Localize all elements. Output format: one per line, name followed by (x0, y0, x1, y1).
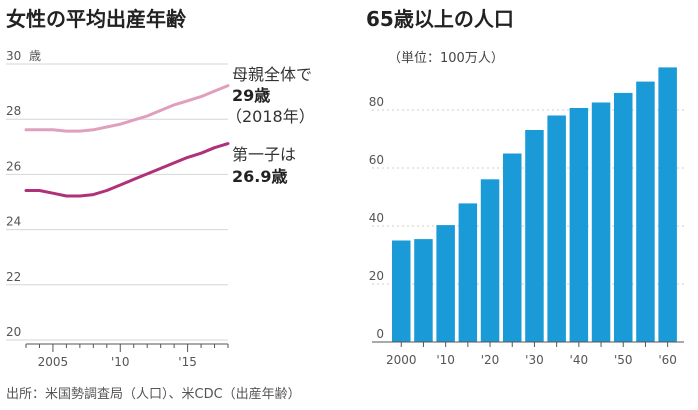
right-y-tick-label: 0 (376, 327, 384, 341)
bar (569, 108, 589, 342)
right-x-tick-label: '10 (436, 353, 455, 367)
bar (525, 130, 544, 342)
right-chart-title: 65歳以上の人口 (366, 7, 514, 31)
bar (480, 179, 500, 342)
left-x-tick-label: '15 (178, 355, 197, 369)
left-y-tick-label: 22 (6, 270, 21, 284)
series-line-first-child (24, 142, 230, 198)
right-y-tick-label: 20 (369, 269, 384, 283)
left-y-unit-label: 歳 (29, 49, 41, 63)
bar (614, 92, 633, 343)
annotation-all-line3: （2018年） (226, 107, 315, 126)
right-bars (392, 67, 677, 343)
right-y-tick-label: 80 (369, 95, 384, 109)
left-y-tick-label: 30 (6, 49, 21, 63)
bar (503, 153, 522, 342)
source-note: 出所：米国勢調査局（人口）、米CDC（出産年齢） (6, 386, 301, 402)
right-y-tick-label: 40 (369, 211, 384, 225)
annotation-all-line1: 母親全体で (232, 65, 312, 84)
right-y-tick-label: 60 (369, 153, 384, 167)
right-x-tick-label: '50 (614, 353, 633, 367)
bar (547, 115, 566, 342)
left-y-tick-label: 24 (6, 215, 21, 229)
series-line-all-mothers (24, 84, 230, 133)
right-x-axis: 2000 '10 '20 '30 '40 '50 '60 (372, 341, 684, 367)
bar (658, 67, 677, 343)
annotation-first-line2: 26.9歳 (232, 167, 287, 186)
right-x-tick-label: 2000 (386, 353, 417, 367)
left-y-tick-label: 26 (6, 159, 21, 173)
left-chart: 女性の平均出産年齢 20 22 24 26 28 30 歳 2005 '10 '15 母親全体で… (6, 7, 315, 369)
bar (591, 102, 611, 342)
bar (458, 203, 478, 342)
right-chart-unit-note: （単位：100万人） (388, 50, 504, 66)
bar (392, 240, 411, 342)
right-y-ticks: 0 20 40 60 80 (369, 95, 384, 341)
bar (414, 239, 433, 342)
annotation-all-line2: 29歳 (232, 86, 270, 105)
left-x-tick-label: '10 (111, 355, 130, 369)
right-x-tick-label: '20 (481, 353, 500, 367)
annotation-first-line1: 第一子は (232, 145, 296, 164)
left-grid (6, 63, 228, 341)
right-x-tick-label: '40 (570, 353, 589, 367)
left-series (24, 84, 230, 198)
left-y-tick-label: 20 (6, 325, 21, 339)
bar (636, 81, 655, 342)
bar (436, 225, 455, 342)
right-x-tick-label: '60 (658, 353, 677, 367)
right-chart: 65歳以上の人口 （単位：100万人） 0 20 40 60 80 2000 '10 '20… (366, 7, 684, 367)
right-x-tick-label: '30 (525, 353, 544, 367)
left-x-tick-label: 2005 (38, 355, 69, 369)
left-y-tick-label: 28 (6, 104, 21, 118)
left-chart-title: 女性の平均出産年齢 (6, 7, 187, 31)
left-y-ticks: 20 22 24 26 28 30 歳 (6, 49, 41, 339)
left-x-axis: 2005 '10 '15 (25, 343, 229, 369)
